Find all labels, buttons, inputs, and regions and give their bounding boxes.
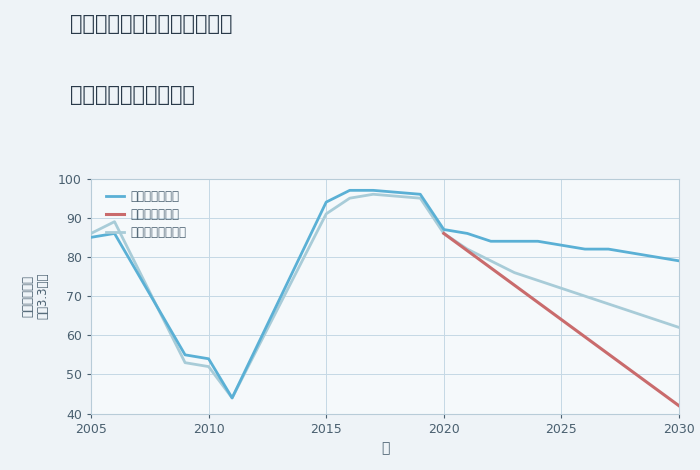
ノーマルシナリオ <box>581 293 589 299</box>
ノーマルシナリオ <box>322 211 330 217</box>
グッドシナリオ <box>651 254 659 260</box>
グッドシナリオ <box>557 243 566 248</box>
ノーマルシナリオ <box>111 219 119 225</box>
Line: ノーマルシナリオ: ノーマルシナリオ <box>91 194 679 398</box>
バッドシナリオ <box>675 403 683 408</box>
ノーマルシナリオ <box>533 278 542 283</box>
ノーマルシナリオ <box>604 301 612 307</box>
ノーマルシナリオ <box>486 258 495 264</box>
グッドシナリオ <box>416 191 424 197</box>
ノーマルシナリオ <box>181 360 189 366</box>
ノーマルシナリオ <box>346 196 354 201</box>
バッドシナリオ <box>440 231 448 236</box>
Line: グッドシナリオ: グッドシナリオ <box>91 190 679 398</box>
Text: 中古戸建ての価格推移: 中古戸建ての価格推移 <box>70 85 195 105</box>
グッドシナリオ <box>440 227 448 232</box>
グッドシナリオ <box>675 258 683 264</box>
ノーマルシナリオ <box>204 364 213 369</box>
グッドシナリオ <box>87 235 95 240</box>
グッドシナリオ <box>111 231 119 236</box>
グッドシナリオ <box>510 238 519 244</box>
グッドシナリオ <box>204 356 213 361</box>
X-axis label: 年: 年 <box>381 441 389 455</box>
ノーマルシナリオ <box>228 395 237 401</box>
グッドシナリオ <box>322 199 330 205</box>
ノーマルシナリオ <box>651 317 659 322</box>
ノーマルシナリオ <box>557 285 566 291</box>
グッドシナリオ <box>369 188 377 193</box>
グッドシナリオ <box>228 395 237 401</box>
ノーマルシナリオ <box>628 309 636 314</box>
グッドシナリオ <box>533 238 542 244</box>
ノーマルシナリオ <box>463 246 472 252</box>
ノーマルシナリオ <box>510 270 519 275</box>
グッドシナリオ <box>486 238 495 244</box>
Legend: グッドシナリオ, バッドシナリオ, ノーマルシナリオ: グッドシナリオ, バッドシナリオ, ノーマルシナリオ <box>103 187 190 243</box>
Line: バッドシナリオ: バッドシナリオ <box>444 234 679 406</box>
Text: 兵庫県姫路市広畑区小松町の: 兵庫県姫路市広畑区小松町の <box>70 14 232 34</box>
ノーマルシナリオ <box>87 231 95 236</box>
グッドシナリオ <box>181 352 189 358</box>
Y-axis label: 単価（万円）
坪（3.3㎡）: 単価（万円） 坪（3.3㎡） <box>22 273 50 319</box>
グッドシナリオ <box>581 246 589 252</box>
グッドシナリオ <box>604 246 612 252</box>
グッドシナリオ <box>628 250 636 256</box>
ノーマルシナリオ <box>369 191 377 197</box>
ノーマルシナリオ <box>440 231 448 236</box>
グッドシナリオ <box>463 231 472 236</box>
ノーマルシナリオ <box>416 196 424 201</box>
グッドシナリオ <box>346 188 354 193</box>
ノーマルシナリオ <box>675 325 683 330</box>
